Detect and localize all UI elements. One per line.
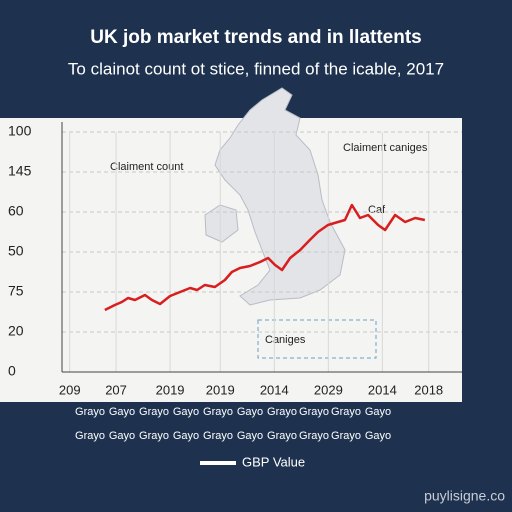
x-sublabel: Grayo bbox=[203, 430, 233, 442]
chart-title: UK job market trends and in llattents bbox=[90, 27, 422, 48]
x-sublabel: Grayo bbox=[75, 430, 105, 442]
x-sublabel: Grayo bbox=[331, 406, 361, 418]
annotation: Caf bbox=[368, 204, 386, 216]
x-tick-label: 2014 bbox=[260, 382, 289, 397]
x-sublabel: Grayo bbox=[267, 430, 297, 442]
x-tick-label: 2019 bbox=[206, 382, 235, 397]
chart-subtitle: To clainot count ot stice, finned of the… bbox=[68, 59, 444, 78]
x-tick-label: 2029 bbox=[314, 382, 343, 397]
x-sublabel: Grayo bbox=[139, 430, 169, 442]
x-tick-label: 2014 bbox=[368, 382, 397, 397]
x-sublabel: Gayo bbox=[365, 406, 391, 418]
x-sublabel: Gayo bbox=[173, 406, 199, 418]
x-sublabel: Gayo bbox=[237, 430, 263, 442]
y-tick-label: 75 bbox=[8, 283, 24, 299]
y-tick-label: 0 bbox=[8, 363, 16, 379]
data-line bbox=[104, 203, 426, 312]
y-tick-label: 20 bbox=[8, 323, 24, 339]
x-sublabel: Gayo bbox=[173, 430, 199, 442]
x-tick-label: 209 bbox=[59, 382, 81, 397]
y-tick-label: 60 bbox=[8, 203, 24, 219]
x-sublabel: Gayo bbox=[109, 406, 135, 418]
x-tick-label: 2018 bbox=[414, 382, 443, 397]
x-sublabel: Grayo bbox=[75, 406, 105, 418]
annotation: Claiment count bbox=[110, 161, 183, 173]
watermark: puylisigne.co bbox=[424, 488, 505, 504]
x-tick-label: 2019 bbox=[156, 382, 185, 397]
x-sublabel: Grayo bbox=[299, 430, 329, 442]
y-tick-label: 145 bbox=[8, 163, 32, 179]
x-tick-label: 207 bbox=[105, 382, 127, 397]
annotation-box bbox=[257, 319, 377, 359]
y-tick-label: 50 bbox=[8, 243, 24, 259]
x-sublabel: Gayo bbox=[237, 406, 263, 418]
annotation: Caniges bbox=[265, 334, 306, 346]
x-sublabel: Grayo bbox=[139, 406, 169, 418]
x-sublabel: Grayo bbox=[299, 406, 329, 418]
legend-label: GBP Value bbox=[242, 454, 305, 469]
x-sublabel: Gayo bbox=[365, 430, 391, 442]
x-sublabel: Grayo bbox=[331, 430, 361, 442]
x-sublabel: Gayo bbox=[109, 430, 135, 442]
y-tick-label: 100 bbox=[8, 123, 32, 139]
annotation: Claiment caniges bbox=[343, 142, 428, 154]
x-sublabel: Grayo bbox=[203, 406, 233, 418]
x-sublabel: Grayo bbox=[267, 406, 297, 418]
